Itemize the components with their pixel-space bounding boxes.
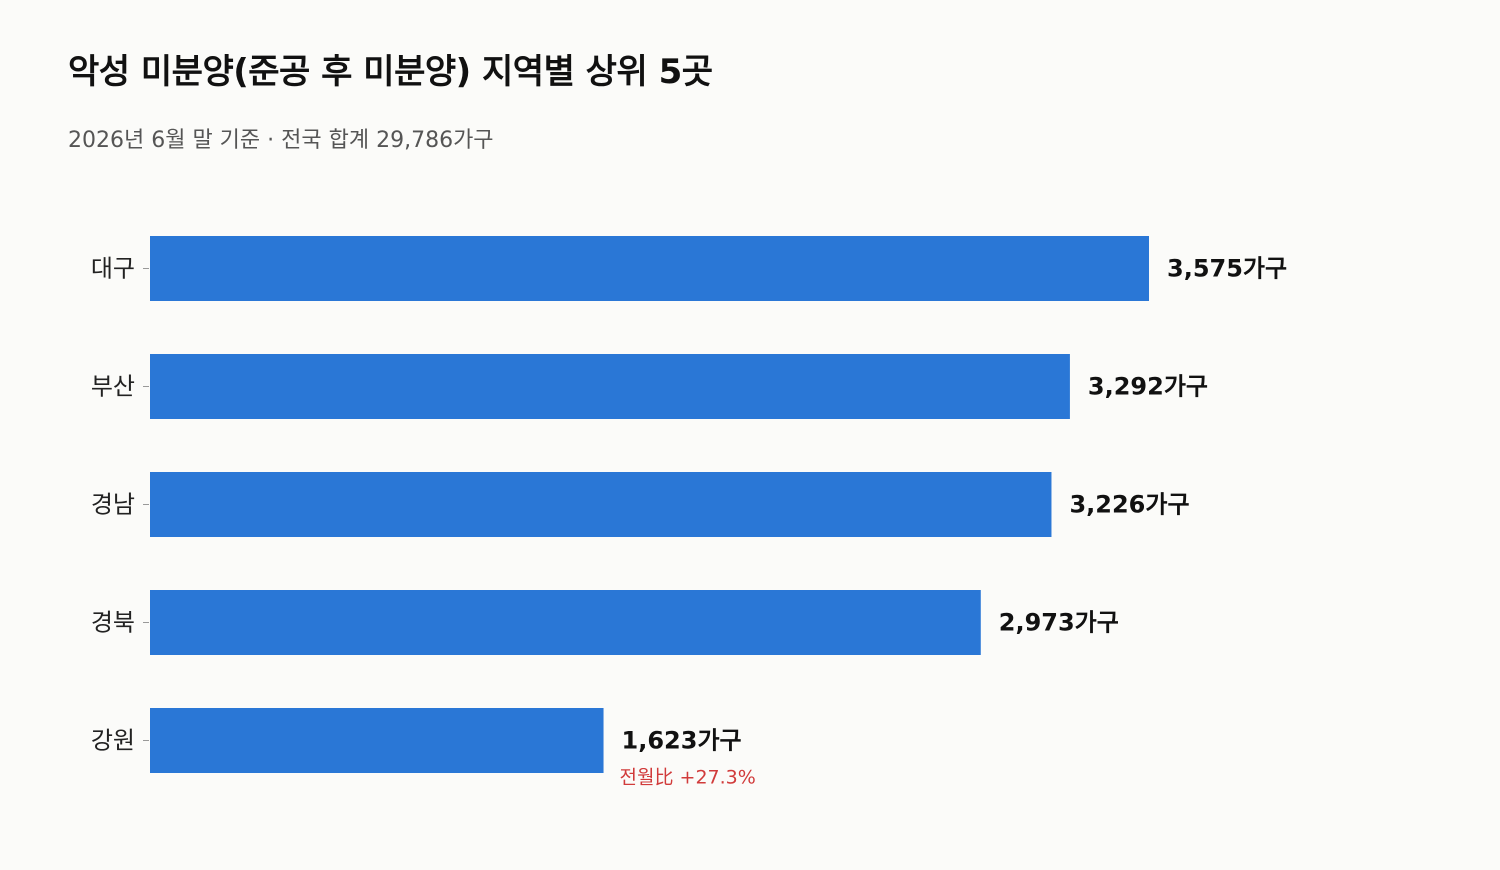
value-label: 2,973가구	[999, 609, 1119, 637]
value-label: 3,226가구	[1069, 491, 1189, 519]
bar	[150, 590, 981, 655]
change-note: 전월比 +27.3%	[620, 767, 756, 789]
category-label: 강원	[91, 727, 135, 755]
category-label: 대구	[91, 255, 135, 283]
category-label: 부산	[91, 373, 135, 401]
category-label: 경남	[91, 491, 135, 519]
chart-title: 악성 미분양(준공 후 미분양) 지역별 상위 5곳	[68, 52, 713, 92]
value-label: 3,292가구	[1088, 373, 1208, 401]
bar	[150, 354, 1070, 419]
bar	[150, 472, 1052, 537]
value-label: 1,623가구	[622, 727, 742, 755]
value-label: 3,575가구	[1167, 255, 1287, 283]
category-label: 경북	[91, 609, 135, 637]
bar	[150, 708, 604, 773]
chart-subtitle: 2026년 6월 말 기준 · 전국 합계 29,786가구	[68, 128, 494, 153]
bar	[150, 236, 1149, 301]
